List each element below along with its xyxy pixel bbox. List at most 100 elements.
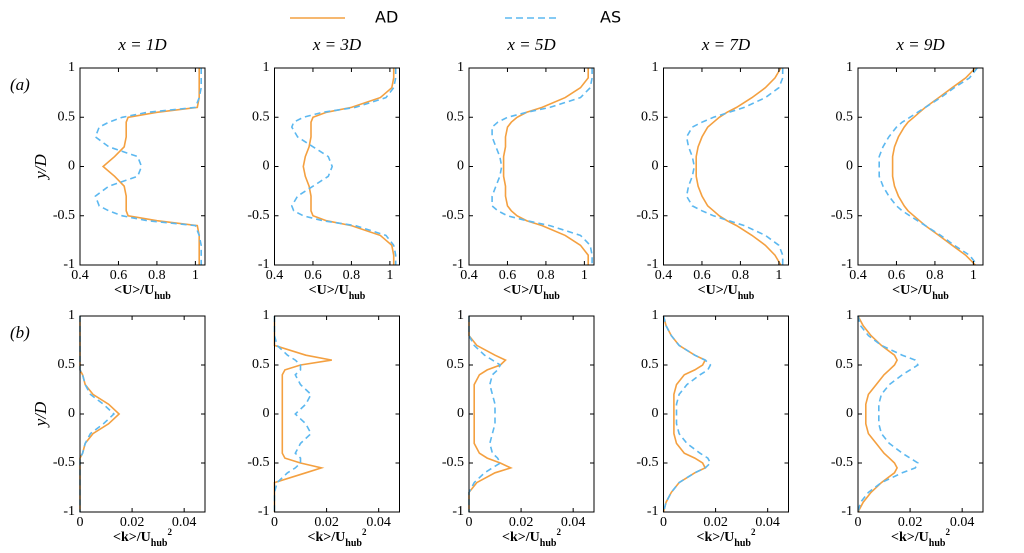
x-tick-label: 0.04 [755,515,780,530]
x-axis-label-part: hub [151,538,168,549]
x-tick-label: 0 [77,515,84,530]
x-axis-label: <U>/Uhub [698,283,755,302]
y-tick-label: -0.5 [442,208,464,223]
y-tick-label: 1 [652,60,659,75]
profile-line [685,68,784,265]
chart-title: x = 7D [701,35,751,54]
y-tick-label: -1 [63,257,75,272]
y-tick-label: 0.5 [252,109,270,124]
x-tick-label: 0.8 [343,268,361,283]
plot-frame [468,315,595,513]
y-tick-label: 0.5 [836,357,854,372]
y-tick-label: -1 [841,257,853,272]
x-axis-label-part: hub [738,291,755,302]
panel-label: (a) [10,75,30,94]
y-tick-label: -0.5 [442,455,464,470]
y-tick-label: 0 [68,406,75,421]
y-tick-label: -1 [647,257,659,272]
panel-label: (b) [10,323,30,342]
profile-line [878,67,978,266]
y-tick-label: -0.5 [247,455,269,470]
x-tick-label: 1 [970,268,977,283]
profile-line [491,68,593,265]
y-axis-label: y/D [31,401,50,428]
y-tick-label: 0.5 [641,357,659,372]
x-tick-label: 1 [775,268,782,283]
y-tick-label: -0.5 [636,455,658,470]
y-tick-label: 0.5 [447,109,465,124]
profile-line [273,316,332,512]
x-tick-label: 1 [581,268,588,283]
chart-title: x = 9D [895,35,945,54]
x-tick-label: 0.6 [888,268,906,283]
y-tick-label: 1 [652,308,659,323]
plot-frame [274,67,400,266]
x-axis-label-part: <U>/U [892,283,932,298]
x-tick-label: 0.04 [366,515,391,530]
profile-line [857,315,899,513]
profile-line [891,67,976,266]
y-tick-label: -0.5 [831,455,853,470]
x-axis-label-part: 2 [167,527,172,537]
x-axis-label-part: hub [345,538,362,549]
x-axis-label-part: <U>/U [114,283,154,298]
x-axis-label: <U>/Uhub [892,283,949,302]
plot-frame [274,315,400,513]
y-tick-label: 1 [263,308,270,323]
y-tick-label: 0 [457,159,464,174]
plot-frame [79,67,206,266]
x-axis-label: <U>/Uhub [503,283,560,302]
x-tick-label: 0.6 [110,268,128,283]
profile-line [101,68,200,265]
profile-line [290,68,397,265]
y-tick-label: 0 [457,406,464,421]
y-tick-label: 0.5 [252,357,270,372]
y-tick-label: -0.5 [247,208,269,223]
x-tick-label: 0.8 [148,268,166,283]
y-tick-label: 0.5 [58,357,76,372]
x-tick-label: 0.6 [304,268,322,283]
y-tick-label: 0 [652,406,659,421]
x-tick-label: 1 [386,268,393,283]
x-axis-label-part: hub [543,291,560,302]
legend-label: AD [375,8,398,27]
x-tick-label: 0.04 [950,515,975,530]
x-axis-label: <k>/Uhub2 [113,527,172,549]
y-tick-label: 1 [457,308,464,323]
x-axis-label-part: <k>/U [113,530,151,545]
legend-label: AS [600,8,621,27]
x-tick-label: 0.4 [71,268,89,283]
x-tick-label: 0 [660,515,667,530]
x-axis-label-part: 2 [751,527,756,537]
profile-line [502,68,589,265]
x-tick-label: 0.8 [537,268,555,283]
profile-line [94,68,202,265]
y-tick-label: -0.5 [53,208,75,223]
x-tick-label: 0.8 [926,268,944,283]
x-tick-label: 0 [466,515,473,530]
x-axis-label-part: <k>/U [697,530,735,545]
x-tick-label: 0.02 [703,515,728,530]
y-tick-label: 1 [263,60,270,75]
plot-frame [79,315,206,513]
y-tick-label: -1 [647,504,659,519]
x-axis-label-part: hub [154,291,171,302]
y-tick-label: 0.5 [58,109,76,124]
x-tick-label: 0.8 [732,268,750,283]
x-tick-label: 0.4 [849,268,867,283]
x-tick-label: 0.6 [693,268,711,283]
x-tick-label: 0 [271,515,278,530]
y-axis-label: y/D [31,154,50,181]
x-tick-label: 0.4 [460,268,478,283]
x-axis-label-part: <U>/U [503,283,543,298]
x-axis-label-part: 2 [556,527,561,537]
x-axis-label-part: hub [349,291,366,302]
profile-line [302,68,395,265]
y-tick-label: -1 [63,504,75,519]
y-tick-label: -1 [258,257,270,272]
y-tick-label: 0 [846,406,853,421]
chart-title: x = 3D [312,35,362,54]
x-tick-label: 0.4 [655,268,673,283]
x-axis-label: <k>/Uhub2 [891,527,950,549]
